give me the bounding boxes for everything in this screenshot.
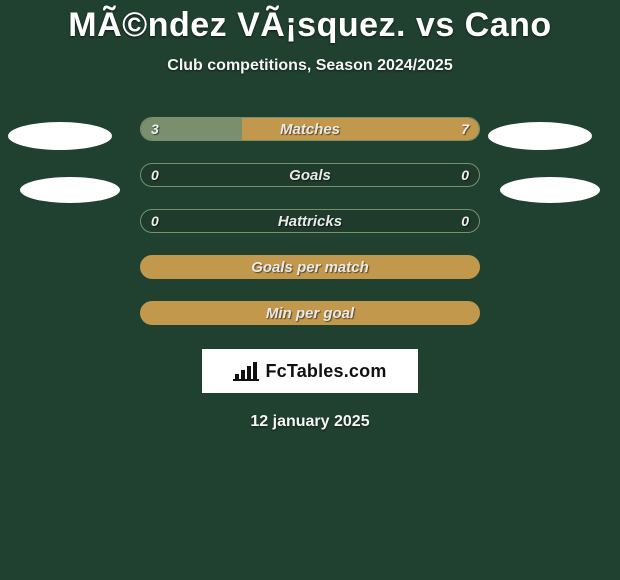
decorative-ellipse [500, 177, 600, 203]
attribution-logo: FcTables.com [202, 349, 418, 393]
decorative-ellipse [20, 177, 120, 203]
stat-value-right: 0 [461, 210, 469, 232]
stat-value-right: 0 [461, 164, 469, 186]
bar-fill-right [242, 118, 479, 140]
stat-value-left: 0 [151, 164, 159, 186]
stat-row: Min per goal [140, 301, 480, 325]
stat-value-left: 3 [151, 118, 159, 140]
stat-row: 0 0Goals [140, 163, 480, 187]
bar-chart-icon [233, 360, 259, 382]
page-subtitle: Club competitions, Season 2024/2025 [0, 57, 620, 75]
decorative-ellipse [8, 122, 112, 150]
decorative-ellipse [488, 122, 592, 150]
stat-row: 37Matches [140, 117, 480, 141]
stat-label: Goals [141, 164, 479, 186]
stat-label: Goals per match [141, 256, 479, 278]
stat-label: Hattricks [141, 210, 479, 232]
stat-row: 0 0Hattricks [140, 209, 480, 233]
comparison-widget: MÃ©ndez VÃ¡squez. vs Cano Club competiti… [0, 0, 620, 580]
logo-text: FcTables.com [265, 361, 386, 382]
date-line: 12 january 2025 [0, 413, 620, 431]
stat-value-left: 0 [151, 210, 159, 232]
page-title: MÃ©ndez VÃ¡squez. vs Cano [0, 0, 620, 45]
stat-value-right: 7 [461, 118, 469, 140]
stat-label: Min per goal [141, 302, 479, 324]
stat-row: Goals per match [140, 255, 480, 279]
